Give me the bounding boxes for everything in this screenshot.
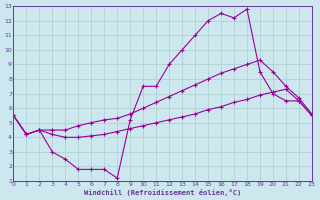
X-axis label: Windchill (Refroidissement éolien,°C): Windchill (Refroidissement éolien,°C) bbox=[84, 189, 241, 196]
